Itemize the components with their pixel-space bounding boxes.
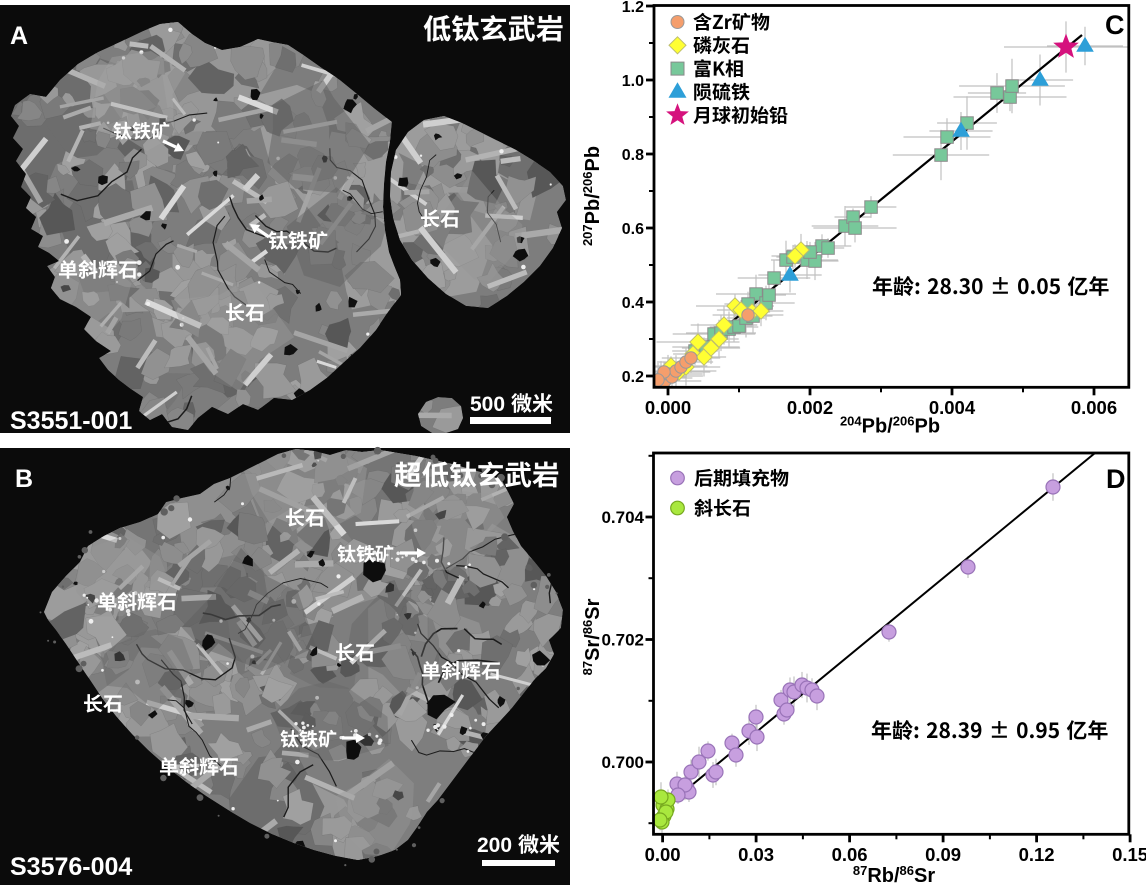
- svg-text:0.15: 0.15: [1112, 844, 1146, 865]
- svg-text:0.8: 0.8: [622, 147, 644, 164]
- svg-text:0.004: 0.004: [929, 397, 976, 418]
- svg-text:0.6: 0.6: [622, 221, 644, 238]
- svg-text:0.03: 0.03: [738, 844, 774, 865]
- svg-text:0.06: 0.06: [832, 844, 868, 865]
- svg-text:S3551-001: S3551-001: [10, 407, 132, 435]
- svg-text:0.09: 0.09: [925, 844, 961, 865]
- svg-text:D: D: [1106, 464, 1126, 494]
- svg-text:A: A: [10, 22, 28, 50]
- svg-text:87Sr/86Sr: 87Sr/86Sr: [580, 598, 604, 675]
- svg-text:0.00: 0.00: [645, 844, 681, 865]
- svg-text:200: 200: [477, 834, 512, 857]
- svg-text:0.704: 0.704: [601, 508, 644, 527]
- svg-text:1.0: 1.0: [622, 73, 644, 90]
- svg-text:0.2: 0.2: [622, 369, 644, 386]
- svg-text:0.12: 0.12: [1019, 844, 1055, 865]
- svg-text:S3576-004: S3576-004: [10, 853, 132, 881]
- svg-text:0.006: 0.006: [1071, 397, 1117, 418]
- svg-text:0.4: 0.4: [622, 295, 644, 312]
- svg-text:0.702: 0.702: [601, 631, 644, 650]
- svg-text:87Rb/86Sr: 87Rb/86Sr: [853, 863, 935, 885]
- svg-text:204Pb/206Pb: 204Pb/206Pb: [840, 414, 940, 438]
- svg-text:500: 500: [470, 393, 505, 416]
- svg-text:C: C: [1105, 10, 1125, 40]
- svg-text:B: B: [15, 465, 33, 493]
- svg-text:1.2: 1.2: [622, 0, 644, 16]
- svg-text:0.002: 0.002: [787, 397, 833, 418]
- svg-text:207Pb/206Pb: 207Pb/206Pb: [580, 146, 604, 246]
- svg-text:0.700: 0.700: [601, 753, 644, 772]
- svg-text:0.000: 0.000: [645, 397, 691, 418]
